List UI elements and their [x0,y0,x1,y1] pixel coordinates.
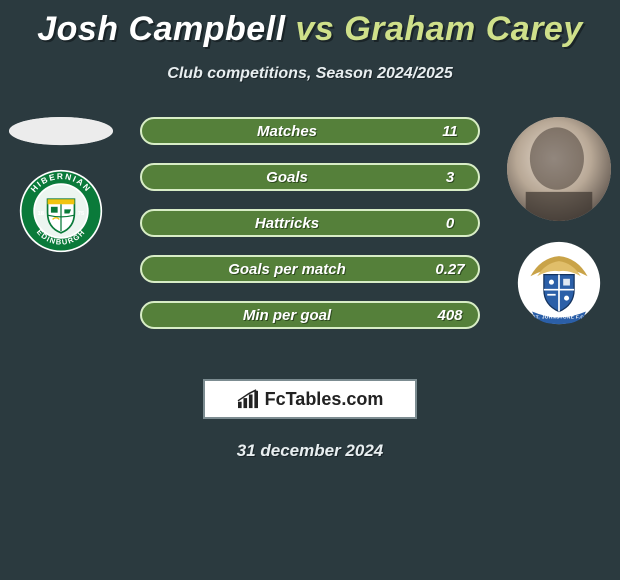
bar-chart-icon [237,389,259,409]
brand-label: FcTables.com [265,389,384,410]
stat-right-value: 11 [422,123,478,140]
player2-name: Graham Carey [344,10,582,48]
stat-row-gpm: Goals per match 0.27 [140,255,480,283]
brand-box[interactable]: FcTables.com [203,379,417,419]
stat-label: Hattricks [152,215,422,232]
stat-right-value: 0 [422,215,478,232]
stat-label: Matches [152,123,422,140]
stats-list: Matches 11 Goals 3 Hattricks 0 Goals per… [140,117,480,329]
stat-right-value: 3 [422,169,478,186]
player2-club-crest: ST. JOHNSTONE F.C. [517,241,601,325]
stat-right-value: 408 [422,307,478,324]
stat-row-matches: Matches 11 [140,117,480,145]
svg-text:75: 75 [78,211,85,217]
stat-row-goals: Goals 3 [140,163,480,191]
player2-avatar [507,117,611,221]
snapshot-date: 31 december 2024 [0,441,620,461]
svg-text:ST. JOHNSTONE F.C.: ST. JOHNSTONE F.C. [532,314,586,319]
subtitle: Club competitions, Season 2024/2025 [0,65,620,83]
stat-row-mpg: Min per goal 408 [140,301,480,329]
comparison-title: Josh Campbell vs Graham Carey [0,0,620,49]
avatar-blurred-icon [507,117,611,221]
player1-club-crest: HIBERNIAN EDINBURGH 18 75 [19,169,103,253]
stjohnstone-crest-icon: ST. JOHNSTONE F.C. [517,241,601,325]
stat-label: Goals per match [152,261,422,278]
avatar-placeholder-icon [9,117,113,145]
stat-row-hattricks: Hattricks 0 [140,209,480,237]
svg-text:18: 18 [37,211,44,217]
stat-label: Min per goal [152,307,422,324]
player1-avatar [9,117,113,145]
vs-label: vs [296,10,335,48]
hibernian-crest-icon: HIBERNIAN EDINBURGH 18 75 [19,169,103,253]
content-area: HIBERNIAN EDINBURGH 18 75 [0,117,620,357]
stat-right-value: 0.27 [422,261,478,278]
player1-name: Josh Campbell [37,10,285,48]
player1-column: HIBERNIAN EDINBURGH 18 75 [6,117,116,253]
stat-label: Goals [152,169,422,186]
player2-column: ST. JOHNSTONE F.C. [504,117,614,325]
